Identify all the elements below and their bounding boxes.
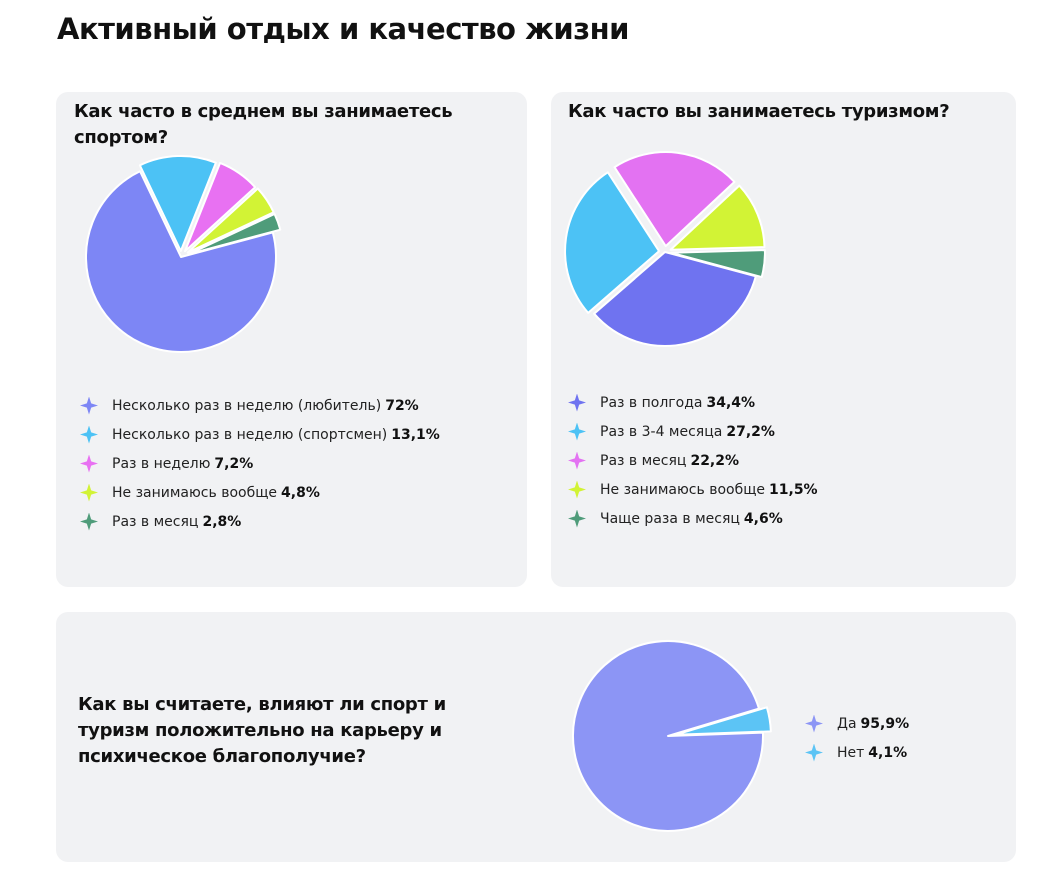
legend-value: 4,8% — [281, 484, 320, 501]
legend-label: Не занимаюсь вообще — [600, 481, 766, 498]
star-icon — [805, 714, 823, 733]
star-icon — [568, 393, 586, 412]
star-icon — [568, 480, 586, 499]
tourism-legend: Раз в полгода 34,4% Раз в 3-4 месяца 27,… — [568, 388, 818, 533]
tourism-slice-more-often — [669, 249, 766, 279]
tourism-legend-item-more-often: Чаще раза в месяц 4,6% — [568, 504, 818, 533]
legend-label: Раз в 3-4 месяца — [600, 423, 723, 440]
star-icon — [568, 422, 586, 441]
sport-pie-chart — [85, 155, 282, 353]
legend-label: Раз в неделю — [112, 455, 211, 472]
career-legend-item-yes: Да 95,9% — [805, 709, 909, 738]
legend-label: Раз в месяц — [112, 513, 199, 530]
career-question-title: Как вы считаете, влияют ли спорт и туриз… — [78, 694, 446, 767]
star-icon — [80, 454, 98, 473]
star-icon — [568, 509, 586, 528]
tourism-legend-item-never: Не занимаюсь вообще 11,5% — [568, 475, 818, 504]
career-chart-card: Как вы считаете, влияют ли спорт и туриз… — [56, 612, 1016, 862]
legend-value: 4,6% — [743, 510, 783, 527]
tourism-legend-item-quarter: Раз в 3-4 месяца 27,2% — [568, 417, 818, 446]
sport-legend-item-athlete: Несколько раз в неделю (спортсмен) 13,1% — [80, 420, 440, 449]
legend-label: Нет — [837, 744, 865, 761]
legend-label: Не занимаюсь вообще — [112, 484, 278, 501]
tourism-slice-never — [669, 184, 766, 251]
tourism-chart-card: Как часто вы занимаетесь туризмом? Раз в… — [551, 92, 1016, 587]
tourism-slice-monthly — [613, 151, 736, 248]
star-icon — [568, 451, 586, 470]
sport-legend-item-weekly: Раз в неделю 7,2% — [80, 449, 440, 478]
legend-value: 72% — [385, 397, 419, 414]
tourism-legend-item-monthly: Раз в месяц 22,2% — [568, 446, 818, 475]
sport-slice-amateur — [85, 170, 277, 353]
legend-value: 13,1% — [391, 426, 440, 443]
legend-value: 4,1% — [868, 744, 908, 761]
career-slice-no — [674, 706, 772, 736]
star-icon — [80, 425, 98, 444]
sport-slice-monthly — [187, 212, 282, 256]
legend-value: 27,2% — [726, 423, 775, 440]
legend-value: 7,2% — [214, 455, 254, 472]
tourism-slice-quarter — [564, 171, 661, 314]
sport-slice-athlete — [138, 155, 217, 253]
legend-label: Раз в месяц — [600, 452, 687, 469]
tourism-slice-half-year — [593, 251, 757, 347]
legend-value: 11,5% — [769, 481, 818, 498]
tourism-question-title: Как часто вы занимаетесь туризмом? — [568, 101, 950, 122]
sport-question-title: Как часто в среднем вы занимаетесь спорт… — [74, 101, 453, 148]
sport-legend-item-amateur: Несколько раз в неделю (любитель) 72% — [80, 391, 440, 420]
sport-slice-weekly — [183, 161, 257, 253]
sport-chart-card: Как часто в среднем вы занимаетесь спорт… — [56, 92, 527, 587]
sport-slice-never — [186, 187, 275, 254]
tourism-legend-item-half-year: Раз в полгода 34,4% — [568, 388, 818, 417]
legend-value: 95,9% — [860, 715, 910, 732]
legend-label: Да — [837, 715, 857, 732]
legend-label: Чаще раза в месяц — [600, 510, 740, 527]
sport-legend: Несколько раз в неделю (любитель) 72% Не… — [80, 391, 440, 536]
tourism-pie-chart — [564, 151, 766, 347]
career-legend-item-no: Нет 4,1% — [805, 738, 909, 767]
legend-label: Несколько раз в неделю (любитель) — [112, 397, 382, 414]
legend-value: 22,2% — [690, 452, 740, 469]
star-icon — [80, 396, 98, 415]
legend-label: Несколько раз в неделю (спортсмен) — [112, 426, 388, 443]
sport-legend-item-monthly: Раз в месяц 2,8% — [80, 507, 440, 536]
career-pie-chart — [572, 640, 772, 832]
career-slice-yes — [572, 640, 764, 832]
legend-label: Раз в полгода — [600, 394, 703, 411]
legend-value: 34,4% — [706, 394, 756, 411]
page-title: Активный отдых и качество жизни — [57, 12, 629, 46]
star-icon — [80, 512, 98, 531]
legend-value: 2,8% — [202, 513, 242, 530]
star-icon — [805, 743, 823, 762]
sport-legend-item-never: Не занимаюсь вообще 4,8% — [80, 478, 440, 507]
star-icon — [80, 483, 98, 502]
career-legend: Да 95,9% Нет 4,1% — [805, 709, 909, 767]
